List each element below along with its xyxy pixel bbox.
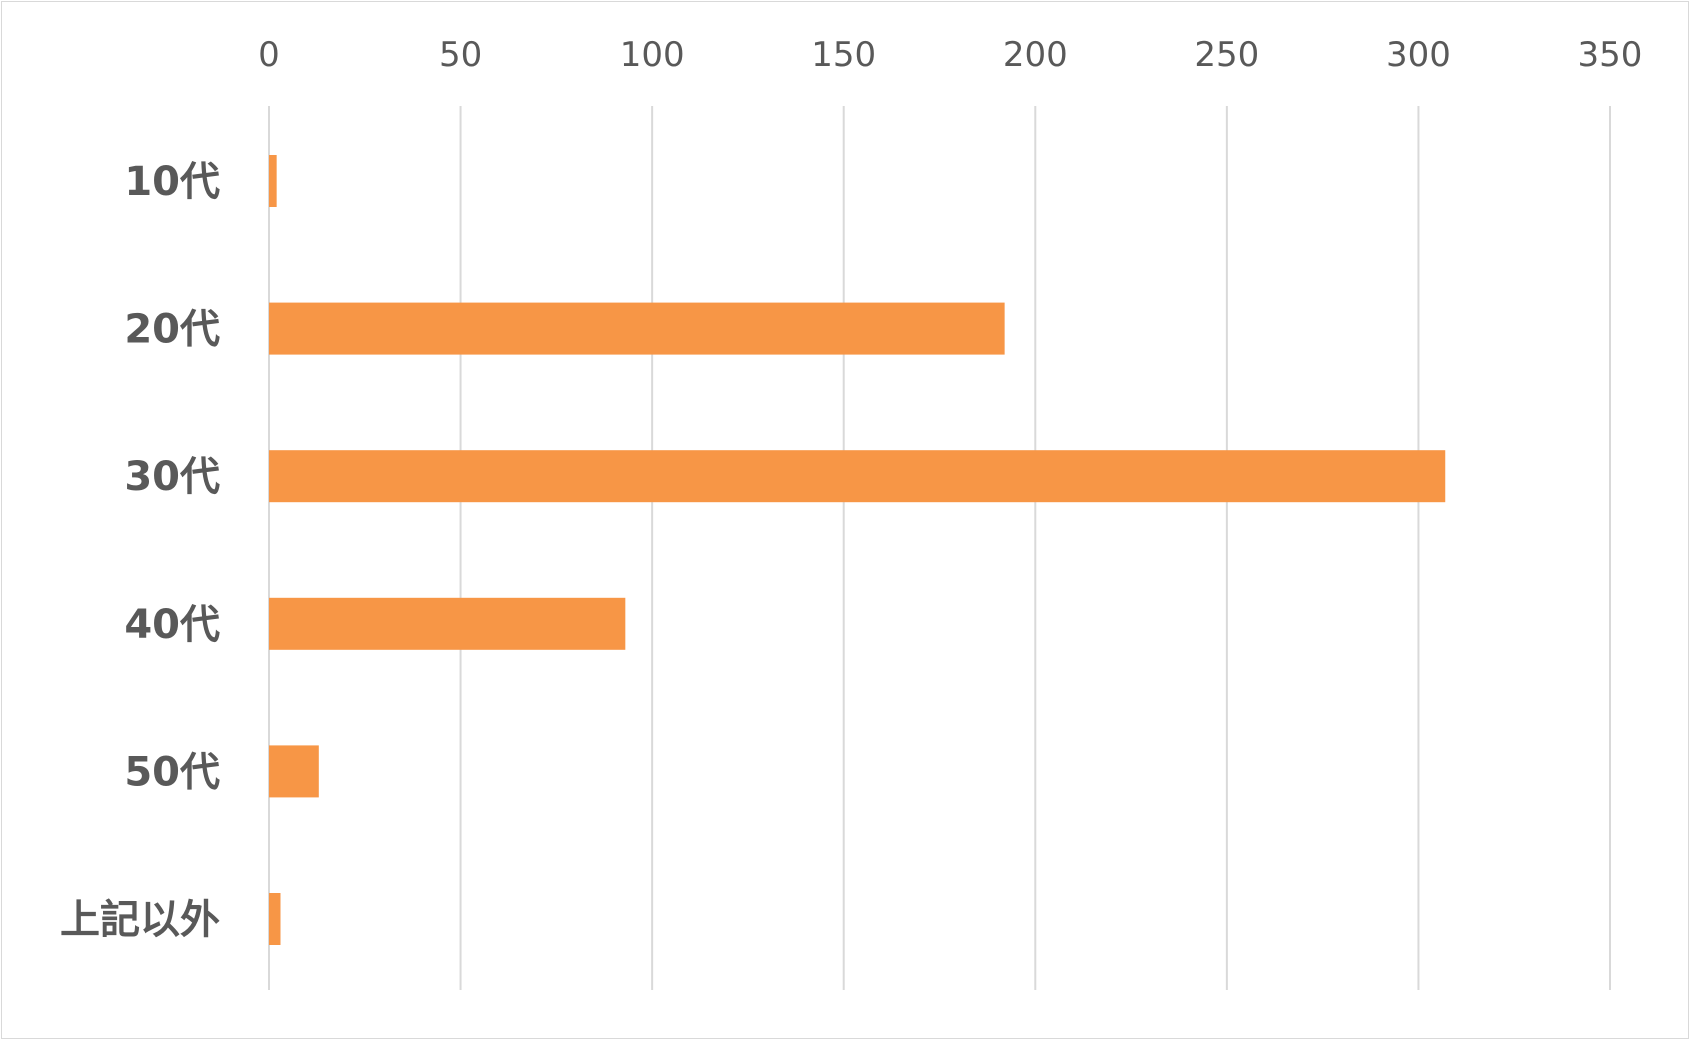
- x-tick-label: 250: [1194, 35, 1259, 75]
- x-tick-label: 300: [1386, 35, 1451, 75]
- bar-3: [269, 597, 626, 650]
- category-label: 上記以外: [60, 897, 220, 943]
- x-tick-label: 200: [1003, 35, 1068, 75]
- category-label: 50代: [124, 749, 220, 795]
- bar-2: [269, 450, 1446, 503]
- bar-1: [269, 302, 1005, 355]
- gridlines: [268, 106, 1611, 990]
- x-tick-label: 350: [1578, 35, 1643, 75]
- category-label: 40代: [124, 602, 220, 648]
- category-label: 10代: [124, 159, 220, 205]
- bar-5: [269, 893, 281, 945]
- x-axis-ticks: 0 50 100 150 200 250 300 350: [258, 35, 1642, 75]
- category-label: 30代: [124, 454, 220, 500]
- bars: [269, 155, 1446, 945]
- bar-4: [269, 745, 319, 798]
- x-tick-label: 0: [258, 35, 280, 75]
- x-tick-label: 100: [620, 35, 685, 75]
- bar-0: [269, 155, 277, 207]
- category-label: 20代: [124, 307, 220, 353]
- x-tick-label: 50: [439, 35, 482, 75]
- x-tick-label: 150: [811, 35, 876, 75]
